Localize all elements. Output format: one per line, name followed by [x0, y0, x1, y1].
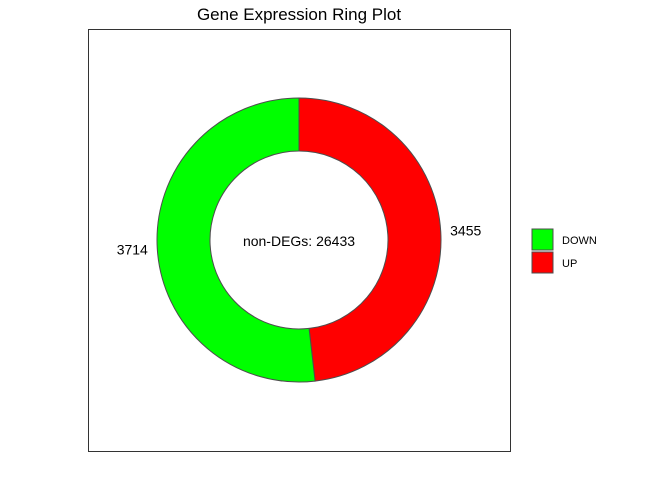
slice-labels: 3455 3714: [117, 223, 482, 258]
slice-label-up: 3455: [450, 223, 481, 239]
ring-slice-down: [156, 97, 316, 383]
ring-slice-up: [298, 97, 442, 382]
legend-label-up: UP: [562, 258, 577, 270]
chart-title: Gene Expression Ring Plot: [197, 5, 401, 24]
legend: DOWN UP: [531, 228, 597, 274]
legend-key-down: [531, 228, 554, 251]
ring-slices: [156, 97, 442, 383]
legend-key-up: [531, 251, 554, 274]
legend-label-down: DOWN: [562, 235, 597, 247]
center-label: non-DEGs: 26433: [243, 233, 355, 249]
slice-label-down: 3714: [117, 241, 148, 257]
